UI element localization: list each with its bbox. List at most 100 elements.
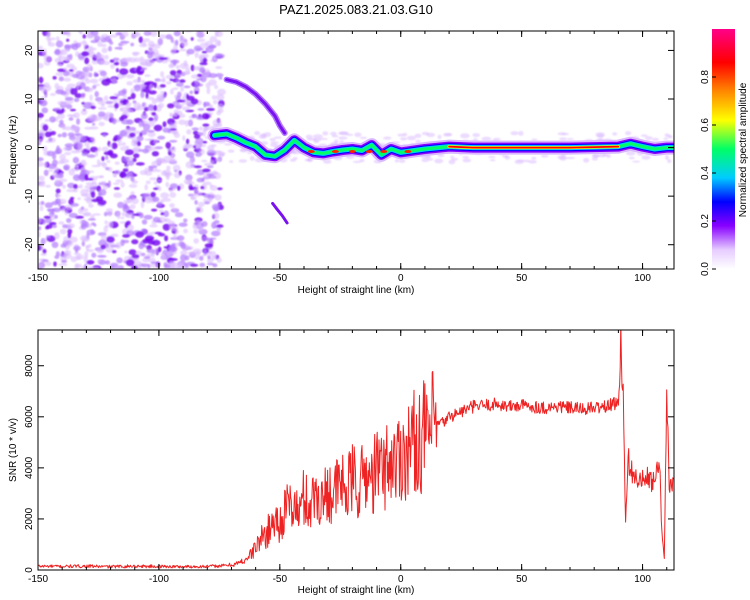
noise-blob bbox=[43, 215, 51, 219]
noise-blob bbox=[47, 208, 52, 213]
noise-blob bbox=[44, 202, 53, 209]
noise-blob bbox=[193, 238, 199, 244]
noise-blob bbox=[202, 253, 206, 257]
noise-blob bbox=[187, 119, 194, 127]
noise-blob bbox=[43, 218, 47, 226]
noise-blob bbox=[169, 78, 173, 82]
noise-blob bbox=[121, 31, 129, 38]
haze-blob bbox=[249, 155, 255, 161]
noise-blob bbox=[68, 212, 78, 218]
noise-blob bbox=[45, 226, 50, 230]
spectrogram-y-tick-label: -20 bbox=[24, 237, 35, 252]
noise-blob bbox=[129, 57, 137, 63]
noise-blob bbox=[109, 241, 115, 246]
noise-blob bbox=[176, 99, 186, 103]
noise-blob bbox=[100, 244, 106, 250]
noise-blob bbox=[158, 34, 168, 39]
noise-blob bbox=[190, 37, 194, 41]
noise-blob bbox=[90, 136, 95, 142]
noise-blob bbox=[169, 183, 178, 189]
noise-blob bbox=[83, 256, 88, 263]
noise-blob bbox=[38, 161, 45, 167]
noise-blob bbox=[124, 250, 128, 254]
noise-blob bbox=[80, 109, 88, 116]
colorbar-title: Normalized spectral amplitude bbox=[738, 82, 749, 217]
noise-blob bbox=[91, 164, 101, 168]
noise-blob bbox=[101, 156, 105, 162]
noise-blob bbox=[194, 250, 201, 258]
haze-blob bbox=[338, 131, 348, 135]
haze-blob bbox=[502, 154, 509, 158]
noise-blob bbox=[212, 57, 217, 61]
noise-blob bbox=[108, 45, 112, 52]
noise-blob bbox=[106, 236, 115, 243]
noise-blob bbox=[148, 165, 158, 169]
noise-blob bbox=[201, 50, 208, 54]
noise-blob bbox=[81, 152, 89, 157]
noise-blob bbox=[185, 161, 194, 169]
noise-blob bbox=[183, 85, 191, 89]
noise-blob bbox=[175, 82, 184, 87]
noise-blob bbox=[38, 62, 44, 69]
noise-blob bbox=[162, 94, 166, 99]
noise-blob bbox=[43, 169, 49, 176]
noise-blob bbox=[54, 232, 60, 240]
noise-blob bbox=[86, 260, 95, 265]
noise-blob bbox=[213, 99, 218, 105]
noise-blob bbox=[170, 88, 174, 95]
ridge-hotspot bbox=[404, 150, 412, 153]
noise-blob bbox=[120, 61, 128, 67]
noise-blob bbox=[81, 219, 87, 226]
noise-blob bbox=[168, 245, 178, 253]
noise-blob bbox=[182, 71, 191, 75]
noise-blob bbox=[138, 36, 143, 44]
noise-blob bbox=[63, 166, 69, 170]
noise-blob bbox=[208, 79, 217, 86]
noise-blob bbox=[63, 77, 71, 82]
noise-blob bbox=[75, 82, 80, 89]
noise-blob bbox=[199, 53, 205, 60]
noise-blob bbox=[133, 102, 141, 110]
haze-blob bbox=[224, 143, 233, 146]
noise-blob bbox=[209, 197, 213, 203]
haze-blob bbox=[322, 131, 329, 136]
noise-blob bbox=[90, 105, 96, 110]
noise-blob bbox=[202, 129, 207, 137]
noise-blob bbox=[144, 74, 151, 77]
noise-blob bbox=[207, 165, 214, 169]
noise-blob bbox=[130, 42, 135, 47]
noise-blob bbox=[193, 165, 202, 169]
noise-blob bbox=[130, 92, 136, 100]
noise-blob bbox=[125, 220, 131, 226]
noise-blob bbox=[129, 204, 136, 210]
colorbar: 0.0 0.2 0.4 0.6 0.8 Normalized spectral ampl… bbox=[700, 29, 749, 276]
noise-blob bbox=[94, 53, 102, 59]
noise-blob bbox=[92, 213, 101, 216]
noise-blob bbox=[85, 79, 91, 84]
noise-blob bbox=[105, 112, 112, 116]
noise-blob bbox=[54, 179, 60, 184]
noise-blob bbox=[114, 102, 119, 109]
noise-blob bbox=[119, 172, 128, 178]
noise-blob bbox=[194, 256, 201, 260]
noise-blob bbox=[186, 93, 189, 99]
noise-blob bbox=[87, 54, 95, 58]
noise-blob bbox=[160, 90, 165, 94]
noise-blob bbox=[151, 43, 161, 49]
noise-blob bbox=[110, 233, 119, 238]
haze-blob bbox=[406, 135, 416, 141]
noise-blob bbox=[52, 207, 61, 213]
haze-blob bbox=[562, 132, 569, 136]
noise-blob bbox=[124, 149, 134, 156]
noise-blob bbox=[105, 100, 113, 105]
noise-blob bbox=[101, 233, 107, 241]
noise-blob bbox=[215, 158, 221, 162]
noise-blob bbox=[172, 60, 177, 66]
noise-blob bbox=[50, 131, 56, 136]
noise-blob bbox=[199, 62, 208, 66]
noise-blob bbox=[215, 66, 223, 70]
noise-blob bbox=[199, 255, 204, 261]
noise-blob bbox=[180, 85, 185, 92]
noise-blob bbox=[94, 35, 101, 42]
